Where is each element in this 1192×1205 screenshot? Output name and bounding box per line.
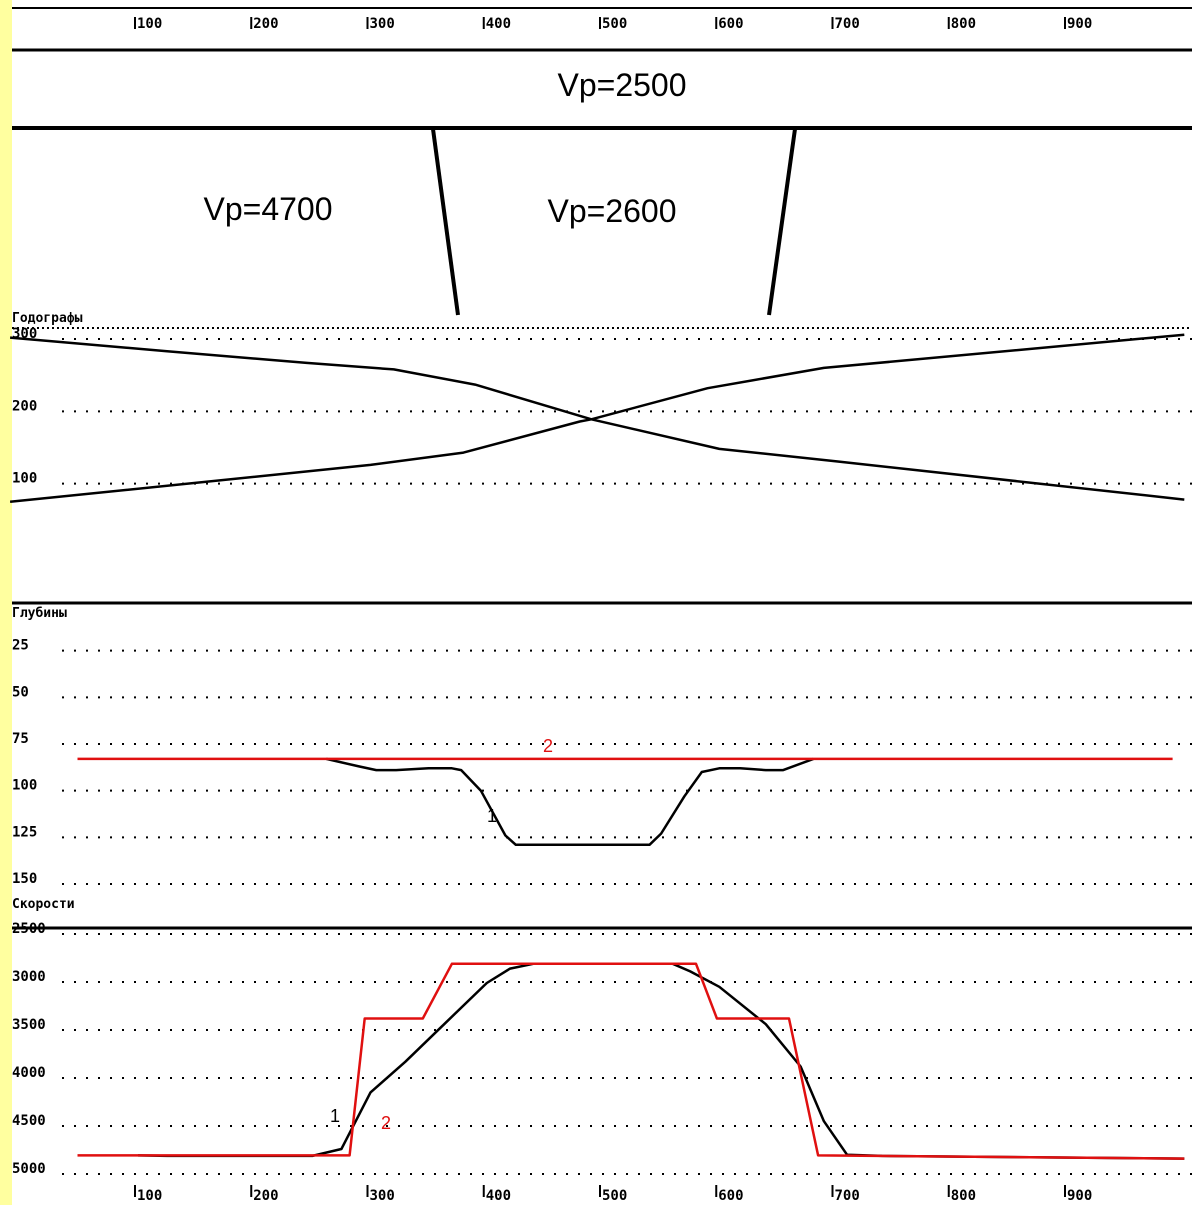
series-line-1 [9,336,1185,501]
series-label: 1 [330,1106,340,1126]
top-axis-tick-label: 600 [718,16,743,32]
y-tick-label: 75 [12,731,29,747]
bottom-axis-tick-label: 400 [486,1188,511,1204]
top-axis-tick-label: 700 [835,16,860,32]
velocity-model: Vp=2500 Vp=4700 Vp=2600 [12,48,1192,316]
velocity-panel: Скорости 2500 3000 3500 4000 4500 5000 1 2 [12,897,1192,1177]
bottom-axis-tick-label: 800 [951,1188,976,1204]
fault-right [767,128,797,316]
bottom-axis-tick-label: 600 [718,1188,743,1204]
y-tick-label: 4500 [12,1113,46,1129]
bottom-axis: 100 200 300 400 500 600 700 800 900 [134,1185,1092,1204]
y-tick-label: 125 [12,824,37,840]
y-tick-label: 100 [12,778,37,794]
bottom-axis-tick-label: 500 [602,1188,627,1204]
middle-block-label: Vp=2600 [547,193,676,229]
series-line-2 [9,333,1185,504]
bottom-axis-tick-label: 100 [137,1188,162,1204]
depth-panel: Глубины 25 50 75 100 125 150 1 2 [12,606,1192,887]
bottom-axis-tick-label: 200 [253,1188,278,1204]
top-axis-tick-label: 900 [1067,16,1092,32]
fault-left [431,128,460,316]
sidebar-strip [0,0,12,1205]
top-axis-tick-label: 400 [486,16,511,32]
bottom-axis-tick-label: 700 [835,1188,860,1204]
upper-layer-label: Vp=2500 [557,67,686,103]
top-axis-tick-label: 500 [602,16,627,32]
top-axis-tick-label: 200 [253,16,278,32]
series-label: 2 [381,1113,391,1133]
series-label: 2 [543,736,553,756]
velocity-panel-title: Скорости [12,897,75,912]
top-axis: 100 200 300 400 500 600 700 800 900 [12,7,1192,32]
bottom-axis-tick-label: 900 [1067,1188,1092,1204]
y-tick-label: 4000 [12,1065,46,1081]
series-line-1 [326,757,814,847]
top-axis-tick-label: 300 [370,16,395,32]
depth-panel-title: Глубины [12,606,67,621]
y-tick-label: 2500 [12,921,46,937]
y-tick-label: 100 [12,471,37,487]
y-tick-label: 200 [12,398,37,414]
y-tick-label: 150 [12,871,37,887]
top-axis-tick-label: 800 [951,16,976,32]
left-block-label: Vp=4700 [203,191,332,227]
y-tick-label: 5000 [12,1161,46,1177]
y-tick-label: 50 [12,684,29,700]
y-tick-label: 25 [12,638,29,654]
y-tick-label: 3500 [12,1017,46,1033]
series-line-2 [77,962,1185,1160]
y-tick-label: 3000 [12,969,46,985]
bottom-axis-tick-label: 300 [370,1188,395,1204]
top-axis-tick-label: 100 [137,16,162,32]
series-line-1 [137,962,1185,1160]
traveltime-panel-title: Годографы [12,311,83,326]
series-label: 1 [487,806,497,826]
